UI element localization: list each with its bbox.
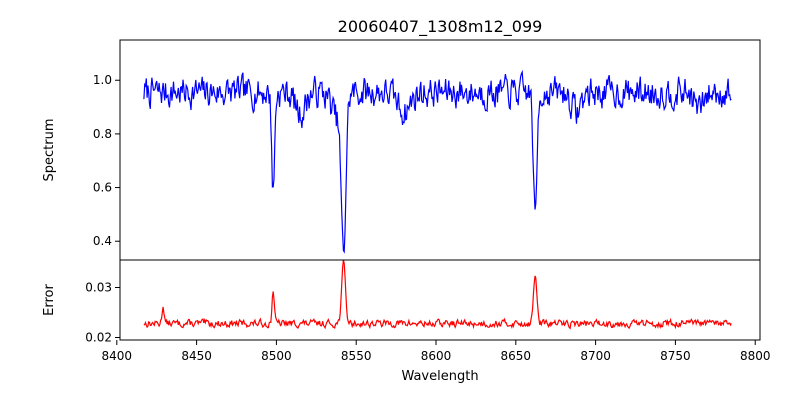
spectrum-y-ticks: 0.4 0.6 0.8 1.0 [93,73,120,248]
error-panel: 0.02 0.03 Error [42,259,761,345]
x-tick-label: 8650 [501,349,532,363]
x-axis-label: Wavelength [401,369,478,384]
spectrum-plot-area [120,40,760,260]
spectrum-y-tick-label: 1.0 [93,73,112,87]
x-axis-ticks: 8400 8450 8500 8550 8600 8650 8700 8750 8800 [102,340,771,363]
spectrum-panel: 0.4 0.6 0.8 1.0 Spectrum [42,39,761,261]
error-series-line [143,259,732,330]
error-y-tick-label: 0.03 [85,281,112,295]
error-y-ticks: 0.02 0.03 [85,281,120,345]
spectrum-series-group [143,69,732,254]
x-tick-label: 8700 [580,349,611,363]
spectrum-series-line [143,69,732,254]
x-tick-label: 8550 [341,349,372,363]
x-tick-label: 8800 [740,349,771,363]
x-tick-label: 8450 [181,349,212,363]
x-tick-label: 8500 [261,349,292,363]
error-panel-frame [119,259,761,341]
x-tick-label: 8600 [421,349,452,363]
x-tick-label: 8750 [660,349,691,363]
spectrum-y-label: Spectrum [42,119,57,182]
error-y-tick-label: 0.02 [85,331,112,345]
spectrum-y-tick-label: 0.8 [93,127,112,141]
error-plot-area [120,260,760,340]
chart-title: 20060407_1308m12_099 [338,17,543,37]
x-tick-label: 8400 [102,349,133,363]
error-series-group [143,259,732,330]
spectrum-y-tick-label: 0.4 [93,234,112,248]
error-y-label: Error [42,284,57,316]
spectrum-y-tick-label: 0.6 [93,181,112,195]
